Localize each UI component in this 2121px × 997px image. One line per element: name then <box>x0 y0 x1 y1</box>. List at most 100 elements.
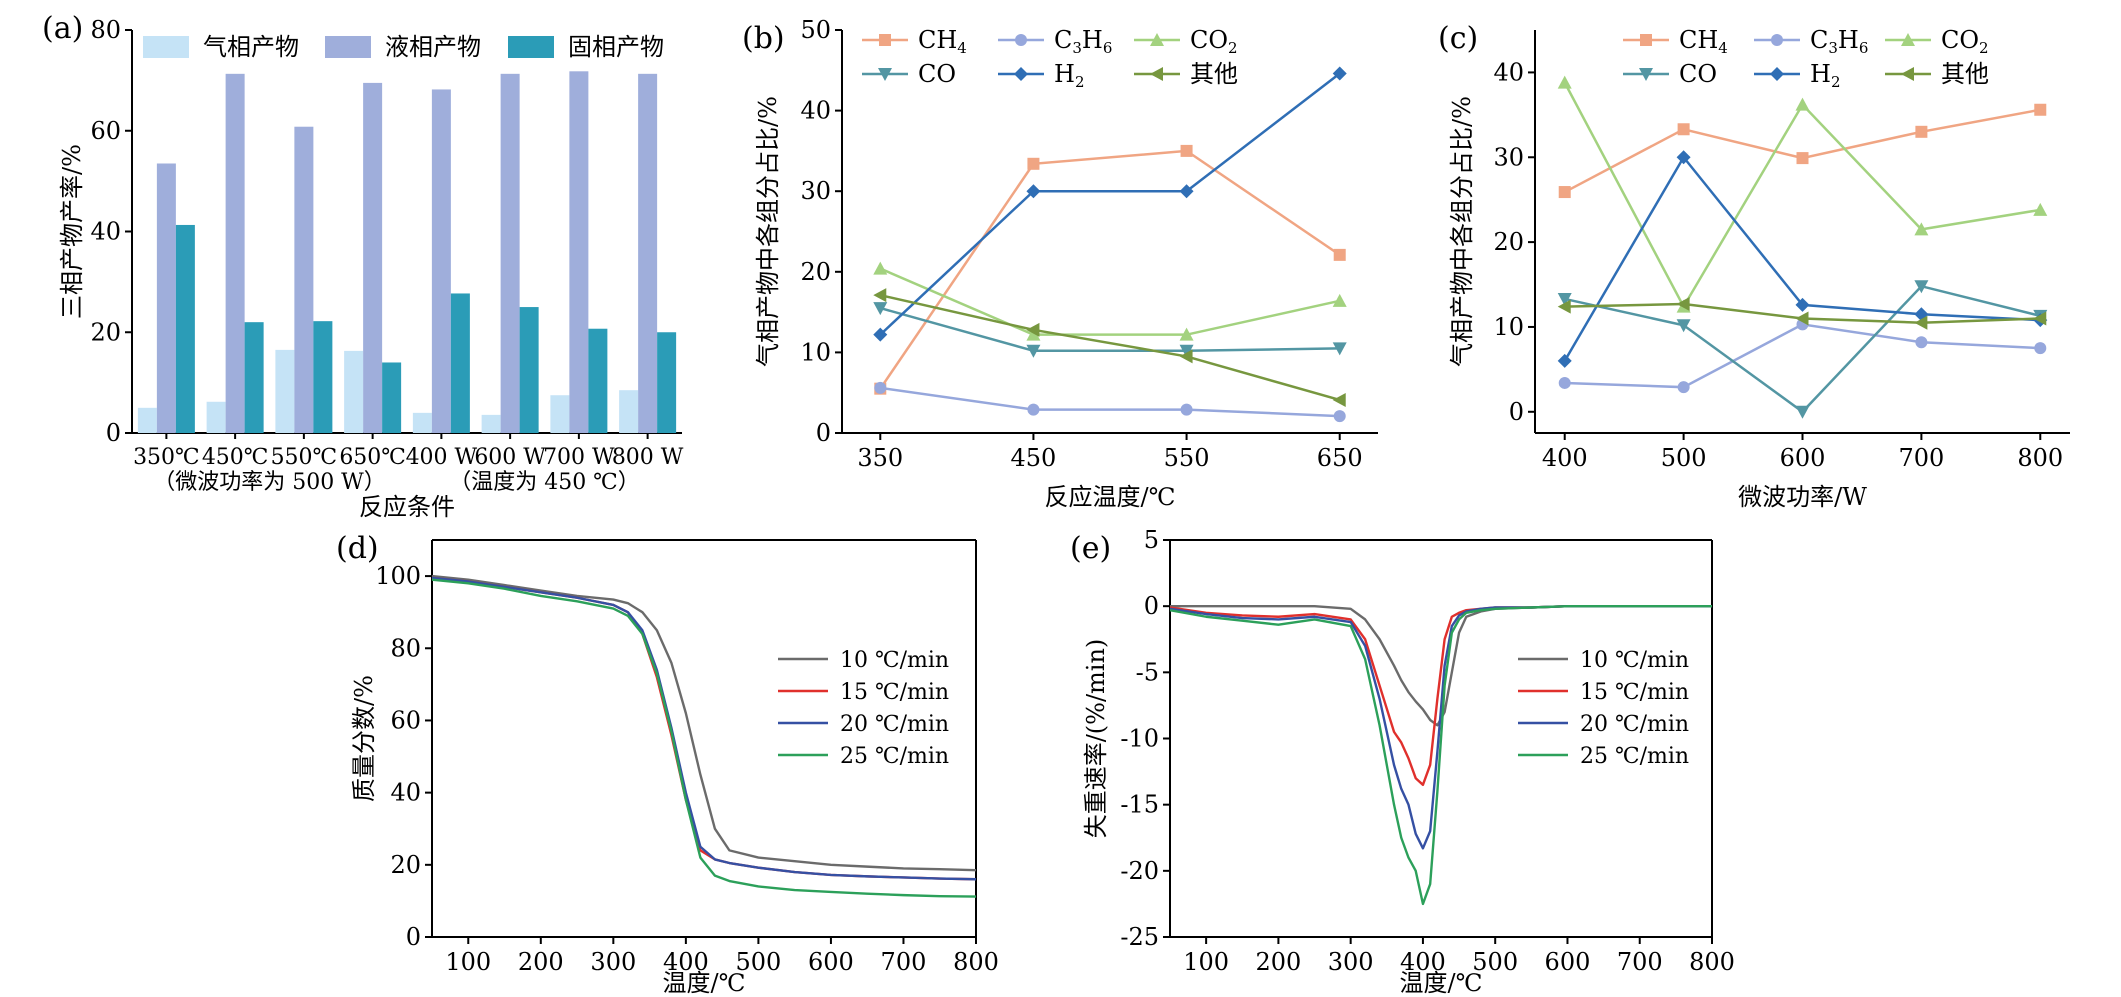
panel-c: (c) 0 10 20 30 40 400 500 600 700 800 气相产物中各组分占比/% 微… <box>1438 21 2070 511</box>
panel-label: (e) <box>1070 531 1111 566</box>
x-tick-label: 100 <box>445 948 491 976</box>
y-tick-label: 0 <box>1144 592 1159 620</box>
x-tick-label: 400 <box>1400 948 1446 976</box>
x-tick-label: 600 <box>808 948 854 976</box>
bar <box>313 321 333 433</box>
x-tick-label: 500 <box>1472 948 1518 976</box>
y-tick-label: 20 <box>390 851 421 879</box>
data-point <box>1677 381 1690 394</box>
series-line <box>879 267 1340 336</box>
series-line <box>879 306 1340 353</box>
data-point <box>1333 410 1346 423</box>
y-tick-label: 30 <box>1493 143 1524 171</box>
y-tick-label: 0 <box>816 419 831 447</box>
panel-a: (a) 0 20 40 60 80 三相产物产率/% 350℃ 450℃ 550℃ 650℃ 400 … <box>42 11 684 521</box>
legend-label: 20 ℃/min <box>1580 712 1689 737</box>
x-tick-label: 100 <box>1183 948 1229 976</box>
data-point <box>1557 353 1572 368</box>
data-point <box>1332 392 1346 407</box>
legend-label: C3H6 <box>1810 26 1868 57</box>
legend-marker <box>878 68 892 81</box>
series-curve <box>431 578 977 898</box>
series-line <box>1564 323 2041 389</box>
data-point <box>1026 327 1041 341</box>
data-point <box>1676 150 1691 165</box>
series-line <box>879 149 1341 390</box>
data-point <box>1179 327 1194 341</box>
x-tick-label: 600 <box>1545 948 1591 976</box>
bar <box>412 412 432 433</box>
panel-label: (b) <box>742 21 785 56</box>
legend-label: H2 <box>1054 60 1084 91</box>
y-tick-label: 20 <box>800 258 831 286</box>
legend-marker <box>879 34 891 46</box>
y-tick-label: 60 <box>90 117 121 145</box>
series-line <box>1564 108 2041 194</box>
data-point <box>2034 342 2047 355</box>
series-curve <box>431 574 977 872</box>
data-point <box>873 327 888 342</box>
data-point <box>1179 184 1194 199</box>
x-tick-label: 800 <box>1689 948 1735 976</box>
legend-marker <box>1770 67 1784 81</box>
legend-label: CO <box>1679 60 1717 88</box>
data-point <box>1332 66 1347 81</box>
y-tick-label: -15 <box>1120 791 1159 819</box>
legend-marker <box>1015 34 1027 46</box>
data-point <box>1677 123 1690 136</box>
data-point <box>1676 319 1691 333</box>
y-tick-label: 60 <box>390 706 421 734</box>
data-point <box>1558 376 1571 389</box>
data-point <box>1180 144 1193 157</box>
legend-label: 25 ℃/min <box>840 744 949 769</box>
data-point <box>1026 184 1041 199</box>
data-point <box>1180 403 1193 416</box>
data-point <box>1914 222 1929 236</box>
x-axis-label: 温度/℃ <box>663 969 746 997</box>
series-curve <box>431 576 977 881</box>
y-tick-label: -20 <box>1120 857 1159 885</box>
y-axis-label: 气相产物中各组分占比/% <box>754 96 782 367</box>
series-curve <box>1169 604 1712 906</box>
bar <box>431 89 451 433</box>
panel-d: (d) 0 20 40 60 80 100 100 200 300 400 500 600 700 800 质… <box>336 531 999 997</box>
legend-label: C3H6 <box>1054 26 1112 57</box>
x-tick-label: 800 <box>2017 444 2063 472</box>
data-point <box>1558 186 1571 199</box>
y-tick-label: 80 <box>390 634 421 662</box>
data-point <box>2034 103 2047 116</box>
legend-swatch <box>143 36 189 58</box>
bar <box>294 126 314 433</box>
data-point <box>1915 336 1928 349</box>
panel-b: (b) 0 10 20 30 40 50 350 450 550 650 气相产物中各组分占比/% 反应… <box>742 16 1378 511</box>
y-tick-label: 0 <box>106 419 121 447</box>
legend-label: 气相产物 <box>203 33 299 61</box>
bar <box>638 73 658 434</box>
bar <box>175 224 195 433</box>
bar <box>206 401 226 433</box>
y-tick-label: 0 <box>406 923 421 951</box>
y-axis-label: 质量分数/% <box>350 675 378 802</box>
category-label: 700 W <box>543 445 615 470</box>
legend-label: 固相产物 <box>568 33 664 61</box>
x-tick-label: 200 <box>518 948 564 976</box>
bar <box>588 328 608 433</box>
bar <box>244 322 264 433</box>
legend-label: 10 ℃/min <box>1580 648 1689 673</box>
bar <box>156 163 176 433</box>
x-tick-label: 300 <box>590 948 636 976</box>
legend-marker <box>1639 68 1653 81</box>
y-tick-label: 50 <box>800 16 831 44</box>
y-tick-label: 100 <box>375 562 421 590</box>
legend-marker <box>1901 67 1914 81</box>
data-point <box>873 288 887 303</box>
legend-label: CH4 <box>918 26 967 57</box>
bar <box>450 293 470 433</box>
series-line <box>880 293 1341 402</box>
bar <box>550 395 570 433</box>
panel-label: (c) <box>1438 21 1478 56</box>
legend-label: 20 ℃/min <box>840 712 949 737</box>
legend-swatch <box>325 36 371 58</box>
data-point <box>1557 75 1572 89</box>
legend-label: 其他 <box>1941 60 1989 88</box>
